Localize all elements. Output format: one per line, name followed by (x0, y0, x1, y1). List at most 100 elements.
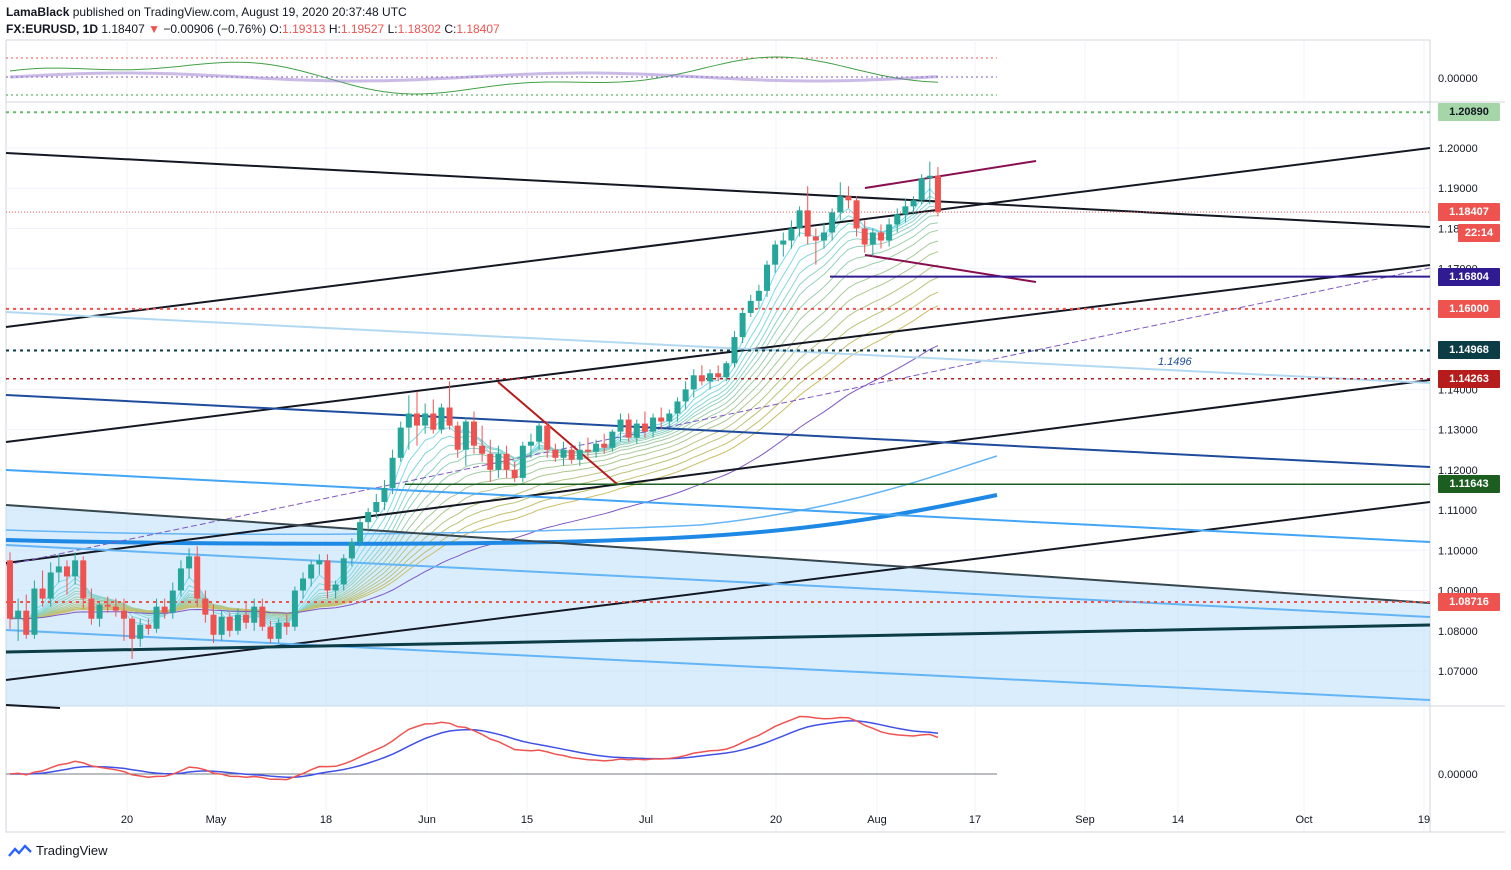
candle[interactable] (690, 369, 697, 398)
candle[interactable] (633, 419, 640, 444)
candle[interactable] (511, 461, 518, 482)
candle[interactable] (267, 620, 274, 643)
candle[interactable] (186, 548, 193, 579)
candle[interactable] (55, 554, 62, 583)
candle[interactable] (625, 413, 632, 442)
candle[interactable] (641, 411, 648, 438)
candle[interactable] (747, 294, 754, 317)
candle[interactable] (877, 224, 884, 249)
candle[interactable] (80, 556, 87, 609)
candle[interactable] (137, 618, 144, 647)
candle[interactable] (658, 407, 665, 430)
candle[interactable] (869, 228, 876, 257)
candle[interactable] (283, 614, 290, 635)
candle[interactable] (145, 618, 152, 635)
price-tag[interactable]: 1.20890 (1438, 103, 1500, 122)
candle[interactable] (479, 425, 486, 462)
candle[interactable] (853, 196, 860, 237)
candle[interactable] (739, 308, 746, 344)
candle[interactable] (934, 167, 941, 217)
candle[interactable] (72, 552, 79, 585)
trendline-teal-thick[interactable] (5, 623, 1431, 654)
candle[interactable] (373, 493, 380, 519)
candle[interactable] (650, 413, 657, 438)
candle[interactable] (804, 186, 811, 245)
candle[interactable] (454, 421, 461, 458)
trendline-navy[interactable] (5, 394, 1431, 468)
candle[interactable] (104, 596, 111, 613)
candle[interactable] (112, 598, 119, 617)
candle[interactable] (39, 570, 46, 607)
candle[interactable] (348, 538, 355, 567)
candle[interactable] (788, 220, 795, 249)
footer-brand[interactable]: TradingView (36, 843, 108, 858)
candle[interactable] (63, 560, 70, 595)
candle[interactable] (519, 441, 526, 482)
candle[interactable] (886, 218, 893, 247)
candle[interactable] (202, 590, 209, 623)
candle[interactable] (381, 479, 388, 511)
candle[interactable] (226, 612, 233, 637)
candle[interactable] (234, 608, 241, 635)
candle[interactable] (487, 439, 494, 482)
price-tag[interactable]: 1.16000 (1438, 299, 1500, 318)
candle[interactable] (340, 554, 347, 591)
candle[interactable] (780, 232, 787, 257)
candle[interactable] (15, 598, 22, 641)
candle[interactable] (552, 443, 559, 462)
candle[interactable] (707, 369, 714, 390)
candle[interactable] (357, 518, 364, 547)
candle[interactable] (438, 403, 445, 434)
candle[interactable] (796, 206, 803, 237)
candle[interactable] (300, 572, 307, 599)
symbol-name[interactable]: FX:EURUSD, 1D (6, 22, 99, 36)
flag-line[interactable] (497, 381, 618, 485)
candle[interactable] (723, 361, 730, 382)
price-tag[interactable]: 1.08716 (1438, 592, 1500, 611)
price-tag[interactable]: 1.14263 (1438, 369, 1500, 388)
trendline-descending-black[interactable] (5, 152, 1431, 228)
candle[interactable] (576, 441, 583, 466)
candle[interactable] (23, 594, 30, 639)
candle[interactable] (609, 429, 616, 452)
candle[interactable] (161, 598, 168, 619)
wedge-upper-line[interactable] (864, 160, 1037, 189)
publisher-name[interactable]: LamaBlack (6, 5, 70, 19)
candle[interactable] (470, 411, 477, 454)
candle[interactable] (88, 588, 95, 625)
candle[interactable] (617, 413, 624, 442)
candle[interactable] (177, 560, 184, 597)
trendline-ascending-black-mid[interactable] (5, 264, 1431, 443)
trendline-blue-2[interactable] (5, 544, 1431, 618)
candle[interactable] (926, 161, 933, 205)
candle[interactable] (365, 508, 372, 531)
candle[interactable] (682, 381, 689, 410)
trendline-ascending-black-bottom[interactable] (5, 501, 1431, 681)
candle[interactable] (755, 284, 762, 309)
candle[interactable] (812, 228, 819, 265)
candle[interactable] (568, 445, 575, 464)
candle[interactable] (316, 554, 323, 575)
candle[interactable] (332, 580, 339, 599)
candle[interactable] (527, 433, 534, 458)
candle[interactable] (910, 196, 917, 215)
trendline-blue[interactable] (5, 469, 1431, 543)
candle[interactable] (397, 421, 404, 462)
candle[interactable] (560, 441, 567, 466)
candle[interactable] (715, 365, 722, 382)
candle[interactable] (674, 397, 681, 422)
candle[interactable] (584, 437, 591, 458)
candle[interactable] (210, 604, 217, 643)
trendline-lightblue[interactable] (5, 311, 1431, 384)
candle[interactable] (7, 552, 13, 629)
candle[interactable] (389, 449, 396, 494)
candle[interactable] (601, 433, 608, 454)
price-tag[interactable]: 22:14 (1458, 224, 1500, 243)
candle[interactable] (764, 260, 771, 297)
candle[interactable] (275, 618, 282, 643)
candle[interactable] (918, 174, 925, 205)
candle[interactable] (894, 208, 901, 233)
candle[interactable] (829, 208, 836, 241)
candle[interactable] (308, 560, 315, 587)
